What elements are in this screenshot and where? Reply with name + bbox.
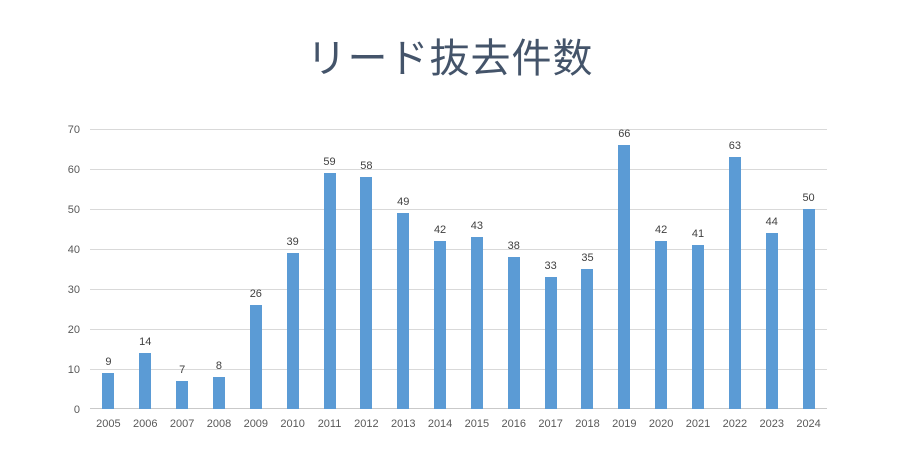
x-axis-tick-label: 2012 [354,418,379,430]
bar-value-label: 44 [765,216,778,228]
chart-title: リード抜去件数 [306,37,594,81]
bar [507,257,520,409]
gridline [90,369,827,370]
y-axis-tick-label: 40 [67,244,80,256]
x-axis-tick-label: 2019 [612,418,637,430]
x-axis-tick-label: 2024 [796,418,821,430]
x-axis-tick-label: 2023 [759,418,784,430]
bar [618,145,631,409]
bar-value-label: 49 [397,196,410,208]
x-axis-tick-label: 2022 [722,418,748,430]
bar [397,213,410,409]
gridline [90,289,827,290]
x-axis-tick-label: 2020 [648,418,674,430]
bar [544,277,557,409]
bar [176,381,189,409]
bar-value-label: 14 [139,336,152,348]
y-axis-tick-label: 30 [67,284,80,296]
bar-value-label: 63 [728,140,741,152]
y-axis-tick-label: 10 [67,364,80,376]
gridline [90,329,827,330]
bar-value-label: 42 [433,224,447,236]
y-axis-tick-label: 50 [67,204,80,216]
y-axis-tick-label: 60 [67,164,80,176]
bar [249,305,262,409]
bar [212,377,225,409]
x-axis-tick-label: 2009 [243,418,269,430]
bar [360,177,373,409]
x-axis-tick-label: 2013 [390,418,416,430]
bar [434,241,447,409]
bar-value-label: 58 [360,160,373,172]
bar-value-label: 35 [581,252,594,264]
x-axis-tick-label: 2005 [96,418,121,430]
bar-value-label: 9 [105,356,112,368]
x-axis-tick-label: 2021 [685,418,711,430]
bar-value-label: 41 [691,228,705,240]
gridline [90,249,827,250]
bar [802,209,815,409]
bar [692,245,705,409]
plot-area: 0 10 20 30 40 50 60 70 9 2005 14 2006 7 2007 8 2008 26 20… [68,124,827,430]
x-axis-tick-label: 2015 [464,418,490,430]
bar [765,233,778,409]
gridline [90,169,827,170]
bar [323,173,336,409]
bar-value-label: 39 [286,236,299,248]
bar [286,253,299,409]
y-axis-tick-label: 20 [67,324,80,336]
x-axis-tick-label: 2006 [133,418,158,430]
bar [139,353,152,409]
bar-value-label: 42 [655,224,668,236]
y-axis-tick-label: 0 [73,404,80,416]
x-axis-tick-label: 2010 [280,418,305,430]
bar-value-label: 38 [507,240,520,252]
x-axis-tick-label: 2008 [206,418,232,430]
x-axis-tick-label: 2018 [575,418,600,430]
bar [655,241,668,409]
gridline [90,209,827,210]
bar-value-label: 66 [618,128,631,140]
x-axis-tick-label: 2014 [427,418,453,430]
bar-value-label: 50 [802,192,815,204]
x-axis-tick-label: 2007 [169,418,195,430]
bar-value-label: 43 [470,220,484,232]
x-axis-tick-label: 2017 [538,418,563,430]
y-axis-tick-label: 70 [67,124,80,136]
bar-value-label: 59 [323,156,336,168]
bar-value-label: 8 [215,360,223,372]
bar [728,157,741,409]
bar [102,373,115,409]
x-axis-line [90,408,827,409]
x-axis-tick-label: 2011 [317,418,342,430]
bar-value-label: 33 [544,260,557,272]
bar [470,237,483,409]
bar-value-label: 26 [249,288,262,300]
bar-value-label: 7 [179,364,186,376]
x-axis-tick-label: 2016 [501,418,527,430]
gridline [90,129,827,130]
bar [581,269,594,409]
